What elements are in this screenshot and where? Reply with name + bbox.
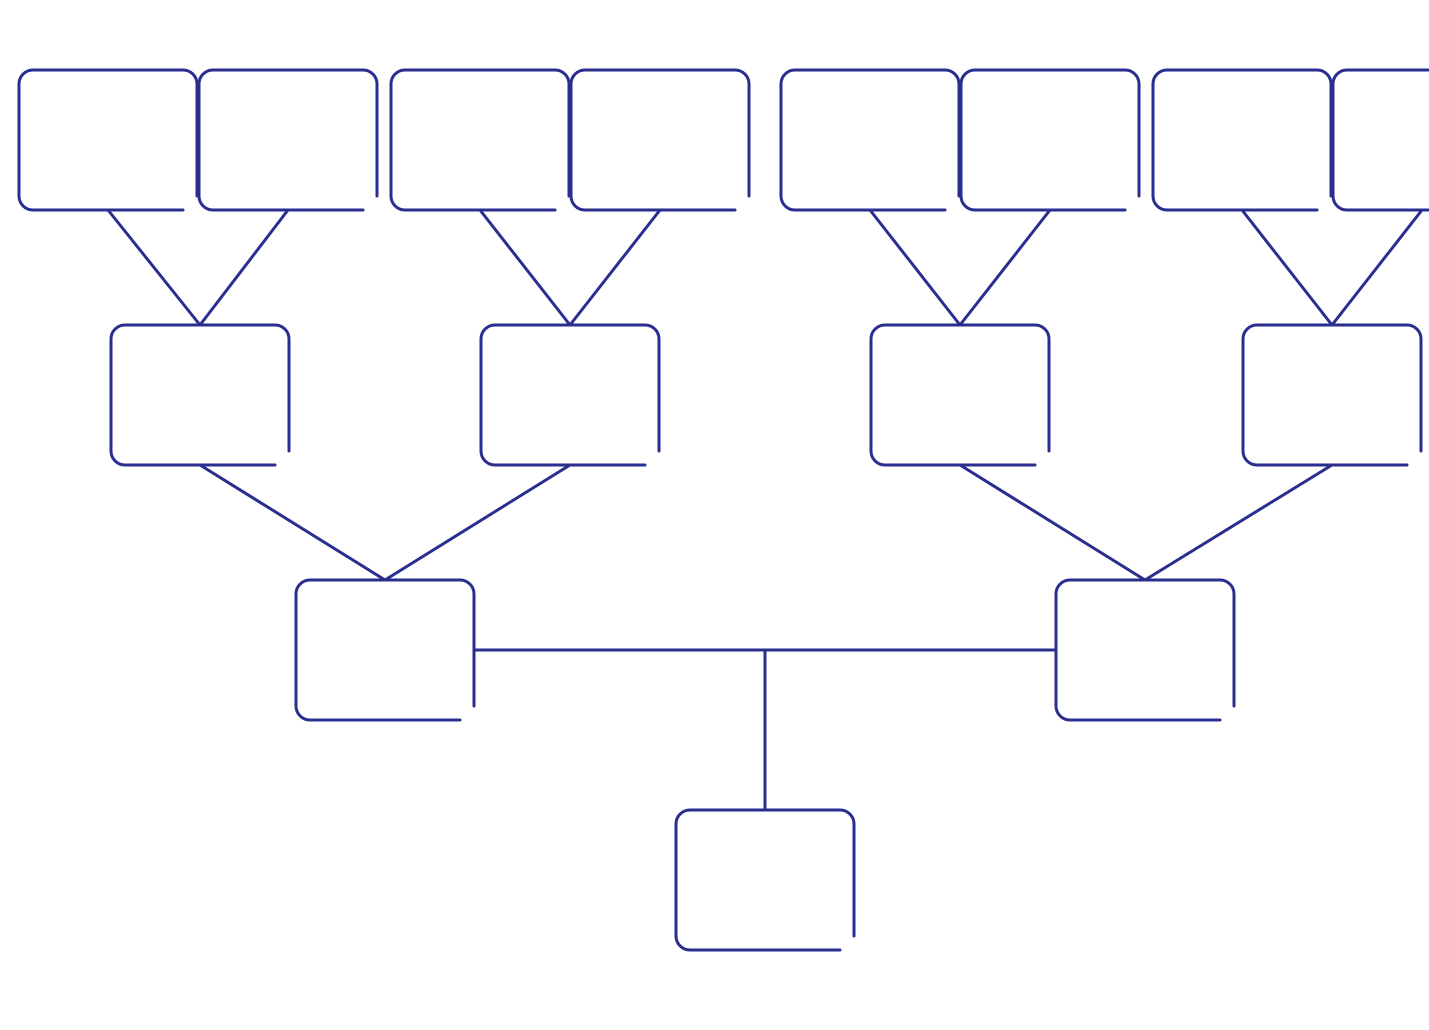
node-fill-g1_1 [481,325,659,465]
edge-g0_2-g1_1 [480,210,570,325]
node-fill-g2_0 [296,580,474,720]
edge-g0_1-g1_0 [200,210,288,325]
edge-g1_3-g2_1 [1145,465,1332,580]
node-fill-g1_2 [871,325,1049,465]
node-fill-g0_3 [571,70,749,210]
nodes [19,70,1429,950]
edge-g0_4-g1_2 [870,210,960,325]
edge-g0_3-g1_1 [570,210,660,325]
edge-g0_6-g1_3 [1242,210,1332,325]
node-fill-g3_0 [676,810,854,950]
edge-g1_2-g2_1 [960,465,1145,580]
node-fill-g0_2 [391,70,569,210]
edge-g1_1-g2_0 [385,465,570,580]
edge-g1_0-g2_0 [200,465,385,580]
node-fill-g0_6 [1153,70,1331,210]
node-fill-g1_0 [111,325,289,465]
edge-g0_7-g1_3 [1332,210,1422,325]
node-fill-g0_4 [781,70,959,210]
node-fill-g2_1 [1056,580,1234,720]
edge-g0_5-g1_2 [960,210,1050,325]
node-fill-g0_5 [961,70,1139,210]
node-fill-g0_7 [1333,70,1429,210]
family-tree-diagram [0,0,1429,1030]
node-fill-g0_0 [19,70,197,210]
edge-g0_0-g1_0 [108,210,200,325]
node-fill-g1_3 [1243,325,1421,465]
node-fill-g0_1 [199,70,377,210]
